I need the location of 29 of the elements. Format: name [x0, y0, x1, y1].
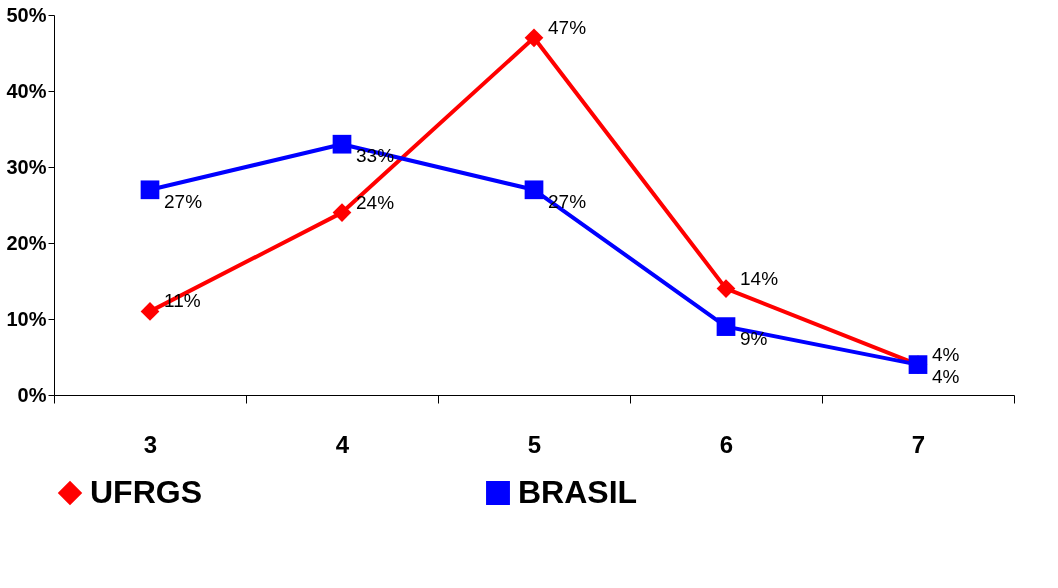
- data-label: 27%: [548, 190, 587, 212]
- data-label: 14%: [740, 267, 779, 289]
- data-label: 24%: [356, 191, 395, 213]
- point: [140, 180, 160, 200]
- y-tick-label: 30%: [6, 155, 47, 178]
- legend-label: BRASIL: [518, 474, 638, 510]
- data-label: 27%: [164, 190, 203, 212]
- point: [332, 134, 352, 154]
- point: [524, 28, 544, 48]
- point: [716, 317, 736, 336]
- y-tick-label: 50%: [6, 3, 47, 26]
- data-label: 9%: [740, 327, 768, 349]
- legend-label: UFRGS: [90, 474, 202, 510]
- y-tick-label: 0%: [17, 383, 47, 406]
- x-tick-label: 5: [527, 430, 542, 458]
- x-tick-label: 7: [911, 430, 926, 458]
- y-tick-label: 10%: [6, 307, 47, 330]
- data-label: 4%: [932, 343, 960, 365]
- y-tick-label: 20%: [6, 231, 47, 254]
- y-tick-label: 40%: [6, 79, 47, 102]
- x-tick-label: 6: [719, 430, 734, 458]
- point: [524, 180, 544, 200]
- point: [140, 302, 160, 321]
- point: [716, 279, 736, 298]
- point: [332, 203, 352, 222]
- data-label: 4%: [932, 365, 960, 387]
- x-tick-label: 4: [335, 430, 350, 458]
- data-label: 47%: [548, 16, 587, 38]
- x-tick-label: 3: [143, 430, 158, 458]
